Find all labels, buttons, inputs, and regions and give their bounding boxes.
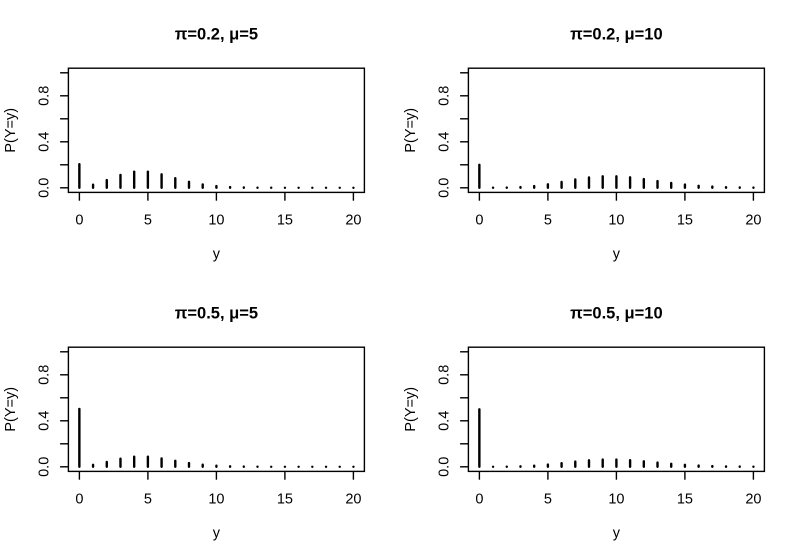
svg-text:P(Y=y): P(Y=y): [403, 387, 419, 432]
svg-text:20: 20: [345, 491, 361, 507]
svg-text:π=0.2, μ=5: π=0.2, μ=5: [175, 25, 258, 43]
svg-text:0.0: 0.0: [37, 457, 53, 477]
svg-text:5: 5: [544, 491, 552, 507]
svg-text:π=0.5, μ=10: π=0.5, μ=10: [570, 304, 662, 322]
svg-text:P(Y=y): P(Y=y): [3, 108, 19, 153]
svg-text:0.8: 0.8: [37, 86, 53, 106]
svg-text:0.4: 0.4: [437, 132, 453, 152]
svg-text:0.8: 0.8: [37, 365, 53, 385]
svg-text:y: y: [613, 246, 621, 262]
svg-text:5: 5: [144, 491, 152, 507]
svg-text:y: y: [213, 525, 221, 541]
svg-text:0.8: 0.8: [437, 365, 453, 385]
svg-text:10: 10: [208, 212, 224, 228]
svg-text:10: 10: [208, 491, 224, 507]
svg-text:0.4: 0.4: [37, 411, 53, 431]
svg-text:π=0.2, μ=10: π=0.2, μ=10: [570, 25, 662, 43]
svg-text:20: 20: [345, 212, 361, 228]
svg-text:15: 15: [677, 212, 693, 228]
svg-text:5: 5: [544, 212, 552, 228]
svg-text:y: y: [213, 246, 221, 262]
svg-text:π=0.5, μ=5: π=0.5, μ=5: [175, 304, 258, 322]
svg-text:y: y: [613, 525, 621, 541]
svg-text:15: 15: [677, 491, 693, 507]
svg-text:0.8: 0.8: [437, 86, 453, 106]
svg-text:5: 5: [144, 212, 152, 228]
svg-text:0: 0: [475, 491, 483, 507]
svg-text:10: 10: [608, 491, 624, 507]
svg-text:0.0: 0.0: [437, 178, 453, 198]
svg-text:15: 15: [277, 491, 293, 507]
svg-text:10: 10: [608, 212, 624, 228]
svg-text:0.4: 0.4: [437, 411, 453, 431]
svg-text:0.4: 0.4: [37, 132, 53, 152]
svg-text:P(Y=y): P(Y=y): [403, 108, 419, 153]
svg-text:0: 0: [475, 212, 483, 228]
svg-text:0.0: 0.0: [37, 178, 53, 198]
svg-text:0.0: 0.0: [437, 457, 453, 477]
svg-text:15: 15: [277, 212, 293, 228]
svg-text:20: 20: [745, 212, 761, 228]
svg-text:20: 20: [745, 491, 761, 507]
svg-text:P(Y=y): P(Y=y): [3, 387, 19, 432]
svg-text:0: 0: [75, 491, 83, 507]
svg-text:0: 0: [75, 212, 83, 228]
